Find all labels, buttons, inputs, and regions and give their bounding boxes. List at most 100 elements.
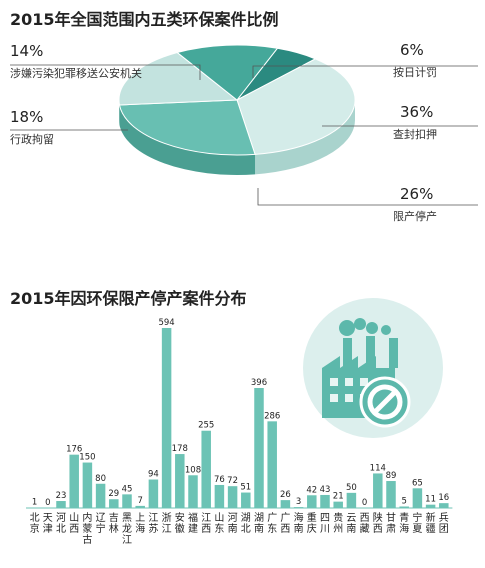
svg-text:甘: 甘 (386, 511, 396, 524)
bars: 1北京0天津23河北176山西150内蒙古80辽宁29吉林45黑龙江7上海94江… (30, 318, 450, 546)
bar-category-21: 重庆 (307, 511, 317, 535)
bar-category-7: 黑龙江 (122, 512, 132, 546)
svg-text:云: 云 (346, 513, 356, 524)
svg-text:东: 东 (214, 522, 224, 535)
bar-value-8: 7 (137, 496, 142, 506)
svg-text:青: 青 (399, 511, 409, 524)
svg-text:南: 南 (346, 522, 356, 535)
svg-text:龙: 龙 (122, 522, 132, 535)
bar-value-12: 108 (185, 465, 201, 475)
svg-text:徽: 徽 (175, 522, 185, 535)
bar-value-31: 16 (438, 493, 449, 503)
svg-text:安: 安 (175, 511, 185, 524)
slice-pct-0: 6% (400, 41, 424, 59)
bar-value-1: 0 (45, 498, 50, 508)
svg-text:津: 津 (43, 523, 53, 535)
bar-category-19: 广西 (280, 512, 290, 535)
leader-line-4 (10, 64, 201, 80)
bar-value-14: 76 (214, 475, 225, 485)
bar-value-7: 45 (122, 484, 133, 494)
svg-text:疆: 疆 (426, 523, 436, 535)
svg-text:肃: 肃 (386, 523, 396, 535)
svg-text:广: 广 (267, 512, 277, 524)
svg-text:陕: 陕 (373, 511, 383, 524)
bar-8 (135, 505, 145, 508)
bar-category-9: 江苏 (148, 512, 158, 535)
bar-value-29: 65 (412, 478, 423, 488)
slice-label-3: 行政拘留 (10, 132, 54, 146)
bar-category-28: 青海 (399, 511, 409, 535)
pie-slice-2 (118, 99, 256, 156)
bar-29 (412, 488, 423, 508)
svg-text:上: 上 (135, 512, 145, 524)
svg-text:湖: 湖 (254, 512, 264, 524)
svg-text:天: 天 (43, 513, 53, 524)
svg-text:北: 北 (30, 512, 40, 524)
svg-text:贵: 贵 (333, 511, 343, 524)
svg-text:东: 东 (267, 522, 277, 535)
svg-text:江: 江 (148, 512, 158, 524)
svg-text:藏: 藏 (360, 523, 370, 535)
bar-category-26: 陕西 (373, 511, 383, 535)
bar-13 (201, 430, 211, 508)
bar-value-3: 176 (66, 445, 82, 455)
svg-text:京: 京 (30, 522, 40, 535)
pie-side-1 (255, 100, 355, 175)
bar-value-25: 0 (362, 498, 367, 508)
svg-text:团: 团 (439, 523, 449, 535)
pie-slice-3 (118, 52, 239, 106)
bar-category-12: 福建 (188, 511, 198, 535)
svg-text:山: 山 (69, 512, 79, 524)
bar-category-8: 上海 (135, 512, 145, 535)
bar-category-25: 西藏 (360, 513, 370, 535)
bar-value-16: 51 (240, 483, 251, 493)
bar-category-18: 广东 (267, 512, 277, 535)
bar-value-28: 5 (401, 496, 406, 506)
bar-category-27: 甘肃 (386, 511, 396, 535)
bar-category-5: 辽宁 (96, 512, 106, 535)
bar-category-11: 安徽 (175, 511, 185, 535)
bar-category-20: 海南 (294, 511, 304, 535)
slice-label-2: 限产停产 (393, 209, 437, 223)
svg-text:南: 南 (254, 522, 264, 535)
bar-value-27: 89 (386, 471, 397, 481)
bar-26 (373, 473, 383, 508)
svg-text:河: 河 (228, 512, 238, 524)
svg-text:宁: 宁 (96, 522, 106, 535)
pie-slice-4 (176, 44, 279, 101)
svg-text:西: 西 (280, 524, 290, 535)
svg-text:四: 四 (320, 513, 330, 524)
slice-label-0: 按日计罚 (393, 65, 437, 79)
svg-text:北: 北 (56, 523, 66, 535)
svg-text:重: 重 (307, 511, 317, 524)
svg-text:建: 建 (188, 522, 198, 535)
bar-30 (425, 504, 436, 508)
bar-value-23: 21 (333, 492, 344, 502)
bar-24 (346, 492, 357, 508)
svg-text:广: 广 (280, 512, 290, 524)
svg-text:北: 北 (241, 523, 251, 535)
slice-pct-4: 14% (10, 42, 43, 60)
bar-category-6: 吉林 (109, 512, 119, 535)
slice-label-4: 涉嫌污染犯罪移送公安机关 (10, 66, 142, 80)
bar-value-9: 94 (148, 470, 159, 480)
bar-22 (320, 494, 330, 508)
svg-text:江: 江 (201, 512, 211, 524)
bar-18 (267, 421, 277, 508)
bar-category-0: 北京 (30, 512, 40, 535)
bar-11 (175, 454, 185, 508)
svg-text:蒙: 蒙 (82, 522, 92, 535)
svg-text:川: 川 (320, 524, 330, 535)
bar-19 (280, 500, 291, 508)
bar-value-22: 43 (320, 485, 331, 495)
bar-category-17: 湖南 (254, 512, 264, 535)
slice-pct-2: 26% (400, 185, 433, 203)
bar-category-22: 四川 (320, 513, 330, 535)
svg-text:苏: 苏 (148, 522, 158, 535)
icon-group (303, 298, 443, 438)
bar-16 (241, 492, 251, 508)
bar-value-18: 286 (264, 411, 280, 421)
svg-text:南: 南 (294, 522, 304, 535)
